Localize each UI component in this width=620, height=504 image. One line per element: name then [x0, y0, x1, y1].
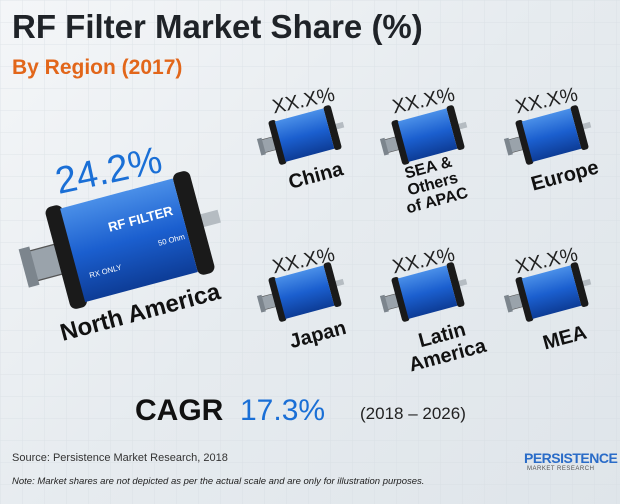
connector-ring — [256, 294, 266, 313]
body — [397, 265, 458, 319]
title: RF Filter Market Share (%) — [12, 8, 423, 45]
connector-ring — [379, 294, 389, 313]
body — [274, 108, 335, 162]
body — [521, 265, 582, 319]
end-cap — [391, 120, 410, 165]
body — [397, 108, 458, 162]
end-cap — [570, 262, 589, 307]
end-cap — [323, 105, 342, 150]
cagr-period: (2018 – 2026) — [360, 404, 466, 423]
logo: PERSISTENCE — [524, 450, 618, 466]
end-cap — [45, 205, 87, 309]
rf-filter-device — [256, 262, 345, 322]
cagr-label: CAGR — [135, 394, 224, 427]
end-cap — [446, 262, 465, 307]
end-cap — [515, 120, 534, 165]
end-cap — [446, 105, 465, 150]
end-cap — [323, 262, 342, 307]
connector-ring — [503, 294, 513, 313]
body — [60, 178, 198, 303]
note: Note: Market shares are not depicted as … — [12, 476, 425, 487]
connector-ring — [18, 246, 40, 288]
cagr-value: 17.3% — [240, 394, 326, 427]
source: Source: Persistence Market Research, 201… — [12, 452, 228, 464]
rf-filter-device — [256, 105, 345, 165]
end-cap — [173, 171, 215, 275]
end-cap — [268, 277, 287, 322]
end-cap — [391, 277, 410, 322]
end-cap — [515, 277, 534, 322]
body — [274, 265, 335, 319]
end-cap — [268, 120, 287, 165]
connector-ring — [503, 137, 513, 156]
connector-ring — [256, 137, 266, 156]
rf-filter-device — [379, 105, 468, 165]
subtitle: By Region (2017) — [12, 56, 183, 79]
logo-sub: MARKET RESEARCH — [527, 466, 595, 472]
rf-filter-device — [503, 262, 592, 322]
end-cap — [570, 105, 589, 150]
rf-filter-device — [379, 262, 468, 322]
body — [521, 108, 582, 162]
connector-ring — [379, 137, 389, 156]
rf-filter-device — [503, 105, 592, 165]
